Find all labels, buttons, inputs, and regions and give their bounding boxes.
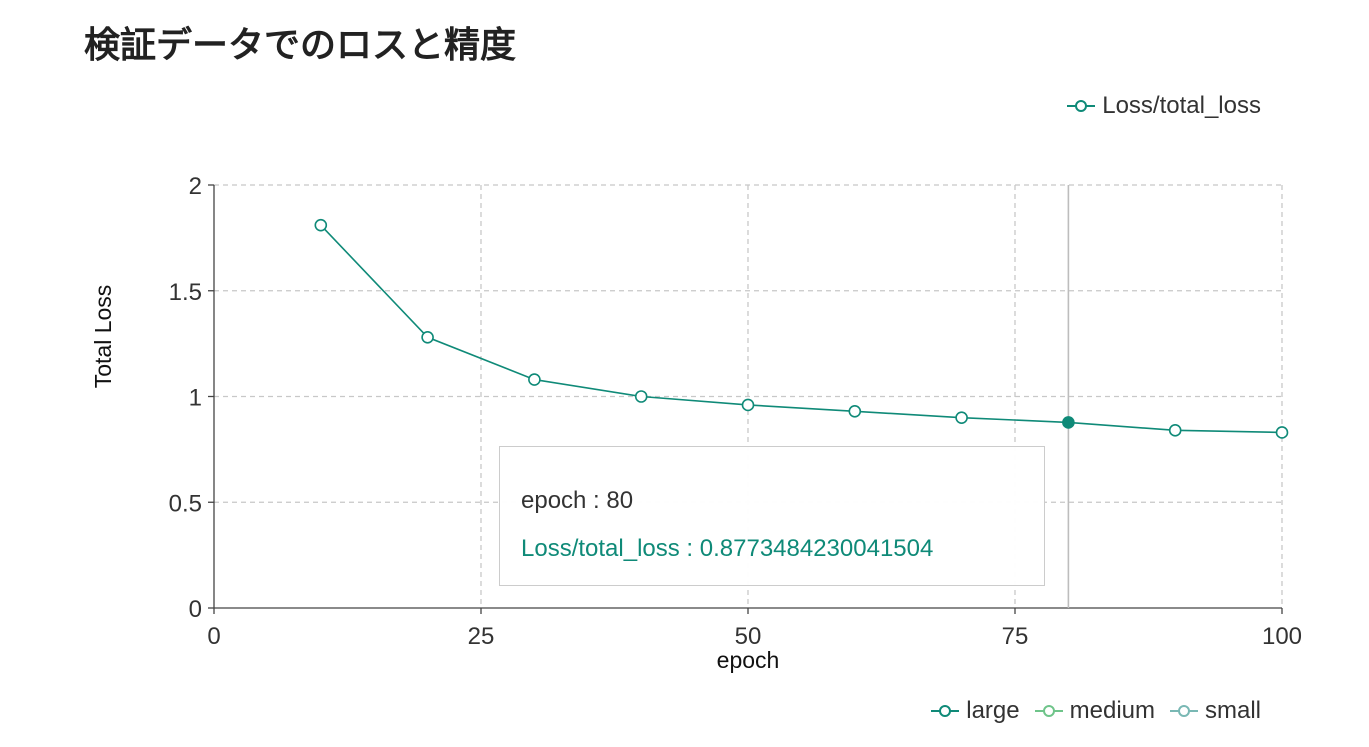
run-medium-icon [1034,705,1063,717]
data-point [955,411,968,424]
data-point [314,218,328,232]
y-tick-label: 2 [189,173,202,200]
y-tick-label: 1 [189,385,202,412]
run-legend-large[interactable]: large [930,697,1020,725]
data-point [528,373,541,386]
hover-tooltip: epoch : 80 Loss/total_loss : 0.877348423… [499,446,1045,586]
x-tick-label: 100 [1262,623,1302,650]
run-legend-large-label: large [966,697,1020,724]
loss-chart[interactable]: 0 25 50 75 100 0 0.5 1 1.5 2 epoch Total Loss [0,0,1369,690]
y-tick-label: 0.5 [169,490,202,517]
tooltip-loss-value: Loss/total_loss : 0.8773484230041504 [521,535,934,562]
data-point-active [1062,416,1075,429]
tooltip-epoch: epoch : 80 [521,487,634,514]
run-legend-medium-label: medium [1069,697,1155,724]
run-legend-small-label: small [1204,697,1261,724]
data-point [1275,426,1289,439]
series-legend-icon [1067,100,1096,112]
data-point [1168,424,1182,437]
x-tick-label: 0 [207,623,220,650]
run-large-icon [931,705,960,717]
series-legend-label: Loss/total_loss [1102,92,1261,119]
data-point [421,330,434,344]
data-point [634,390,648,403]
series-line [320,224,1283,434]
page-title: 検証データでのロスと精度 [84,25,517,66]
run-small-icon [1169,705,1198,717]
y-tick-label: 1.5 [169,279,202,306]
run-legend-small[interactable]: small [1169,697,1261,725]
y-axis-label: Total Loss [90,285,116,389]
x-axis-label: epoch [717,647,780,673]
x-tick-label: 50 [735,623,762,650]
x-tick-label: 75 [1002,623,1029,650]
run-legend-medium[interactable]: medium [1034,697,1155,725]
x-tick-label: 25 [468,623,495,650]
data-point [848,405,862,418]
run-legend: large medium small [930,697,1261,725]
series-legend[interactable]: Loss/total_loss [1066,92,1261,120]
data-point [741,398,755,412]
y-tick-label: 0 [189,596,202,623]
